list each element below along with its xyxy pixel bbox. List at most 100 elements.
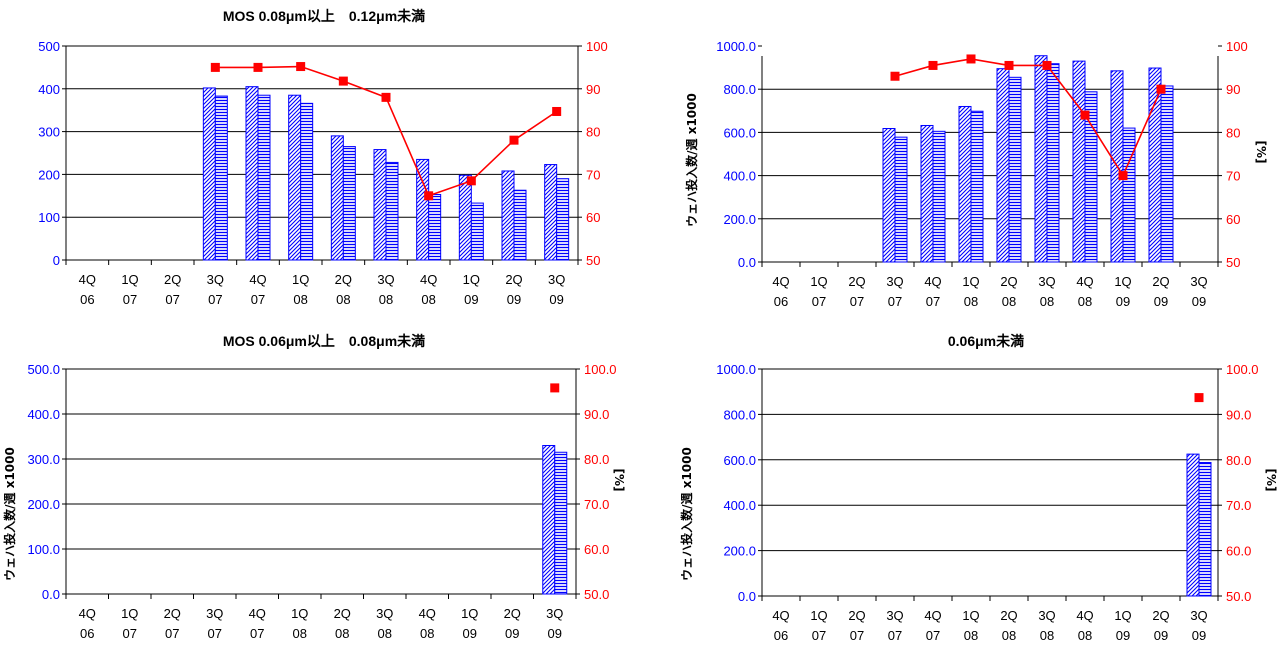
- x-tick-label: 07: [123, 626, 137, 641]
- y2-axis-label: [%]: [1254, 141, 1268, 164]
- x-tick-label: 1Q: [121, 272, 138, 287]
- x-tick-label: 06: [774, 294, 788, 309]
- x-tick-label: 4Q: [249, 606, 266, 621]
- y2-tick-label: 50: [586, 253, 600, 268]
- y2-axis-label: [%]: [612, 469, 626, 492]
- x-tick-label: 06: [80, 292, 94, 307]
- y2-tick-label: 90: [586, 82, 600, 97]
- x-tick-label: 07: [926, 628, 940, 643]
- bar: [970, 110, 984, 263]
- line-point: [1118, 171, 1128, 181]
- bar: [501, 170, 515, 261]
- chart-panel-bottom-left: MOS 0.06μm以上 0.08μm未満 ウェハ投入数/週 x1000 [%]…: [2, 333, 626, 641]
- y-tick-label: 600.0: [723, 125, 756, 140]
- x-tick-label: 08: [335, 626, 349, 641]
- y-tick-label: 200.0: [27, 497, 60, 512]
- x-tick-label: 2Q: [848, 274, 865, 289]
- y2-tick-label: 80.0: [584, 452, 609, 467]
- x-tick-label: 07: [926, 294, 940, 309]
- x-tick-label: 09: [548, 626, 562, 641]
- x-tick-label: 4Q: [772, 274, 789, 289]
- chart-panel-top-right: ウェハ投入数/週 x1000 [%] 0.0200.0400.0600.0800…: [684, 39, 1268, 309]
- y-axis-label: ウェハ投入数/週 x1000: [2, 447, 17, 581]
- x-tick-label: 07: [208, 292, 222, 307]
- x-tick-label: 3Q: [377, 272, 394, 287]
- x-tick-label: 08: [1078, 628, 1092, 643]
- x-tick-label: 1Q: [962, 274, 979, 289]
- line-point: [1156, 84, 1166, 94]
- chart-title: MOS 0.08μm以上 0.12μm未満: [223, 8, 425, 24]
- series-line: [894, 58, 1162, 178]
- y2-tick-label: 90: [1226, 82, 1240, 97]
- x-tick-label: 1Q: [291, 606, 308, 621]
- bar: [1160, 85, 1174, 263]
- y2-tick-label: 50: [1226, 255, 1240, 270]
- line-point: [253, 62, 263, 72]
- x-tick-label: 2Q: [505, 272, 522, 287]
- x-tick-label: 4Q: [420, 272, 437, 287]
- y-tick-label: 500: [38, 39, 60, 54]
- x-tick-label: 4Q: [772, 608, 789, 623]
- x-tick-label: 2Q: [335, 272, 352, 287]
- line-point: [424, 191, 434, 201]
- x-tick-label: 07: [812, 628, 826, 643]
- x-tick-label: 09: [1192, 628, 1206, 643]
- x-tick-label: 07: [165, 292, 179, 307]
- line-point: [1080, 110, 1090, 120]
- line-point: [296, 62, 306, 72]
- y-tick-label: 0.0: [738, 255, 756, 270]
- bar: [1046, 63, 1060, 263]
- y-tick-label: 400.0: [723, 498, 756, 513]
- y2-tick-label: 70.0: [1226, 498, 1251, 513]
- x-tick-label: 4Q: [419, 606, 436, 621]
- x-tick-label: 07: [850, 628, 864, 643]
- y2-tick-label: 100: [586, 39, 608, 54]
- y2-axis-label: [%]: [1264, 469, 1278, 492]
- x-tick-label: 07: [888, 294, 902, 309]
- x-tick-label: 1Q: [292, 272, 309, 287]
- y-tick-label: 800.0: [723, 407, 756, 422]
- bar: [385, 161, 399, 261]
- y-tick-label: 0.0: [42, 587, 60, 602]
- x-tick-label: 2Q: [1152, 608, 1169, 623]
- x-tick-label: 08: [1002, 628, 1016, 643]
- y-tick-label: 0: [53, 253, 60, 268]
- x-tick-label: 2Q: [1000, 274, 1017, 289]
- bar: [470, 202, 484, 261]
- y-tick-label: 300: [38, 125, 60, 140]
- x-tick-label: 09: [464, 292, 478, 307]
- y-tick-label: 500.0: [27, 362, 60, 377]
- x-tick-label: 08: [1002, 294, 1016, 309]
- y-tick-label: 100.0: [27, 542, 60, 557]
- x-tick-label: 3Q: [1190, 274, 1207, 289]
- line-point: [338, 76, 348, 86]
- x-tick-label: 07: [251, 292, 265, 307]
- x-tick-label: 1Q: [1114, 608, 1131, 623]
- x-tick-label: 07: [123, 292, 137, 307]
- line-point: [381, 92, 391, 102]
- x-tick-label: 09: [1116, 628, 1130, 643]
- x-tick-label: 2Q: [848, 608, 865, 623]
- x-tick-label: 3Q: [207, 272, 224, 287]
- line-point: [966, 54, 976, 64]
- y2-tick-label: 60.0: [1226, 544, 1251, 559]
- bar: [958, 105, 972, 263]
- y2-tick-label: 60.0: [584, 542, 609, 557]
- y-tick-label: 200.0: [723, 544, 756, 559]
- x-tick-label: 07: [250, 626, 264, 641]
- bar: [416, 158, 430, 261]
- y2-tick-label: 70: [586, 167, 600, 182]
- x-tick-label: 08: [1078, 294, 1092, 309]
- x-tick-label: 3Q: [1038, 608, 1055, 623]
- y2-tick-label: 100.0: [1226, 362, 1259, 377]
- bar: [257, 94, 271, 261]
- bar: [214, 95, 228, 261]
- x-tick-label: 3Q: [886, 608, 903, 623]
- x-tick-label: 08: [379, 292, 393, 307]
- bar: [894, 136, 908, 263]
- bar: [1034, 55, 1048, 263]
- bar: [882, 128, 896, 263]
- x-tick-label: 3Q: [546, 606, 563, 621]
- x-tick-label: 07: [165, 626, 179, 641]
- x-tick-label: 4Q: [79, 272, 96, 287]
